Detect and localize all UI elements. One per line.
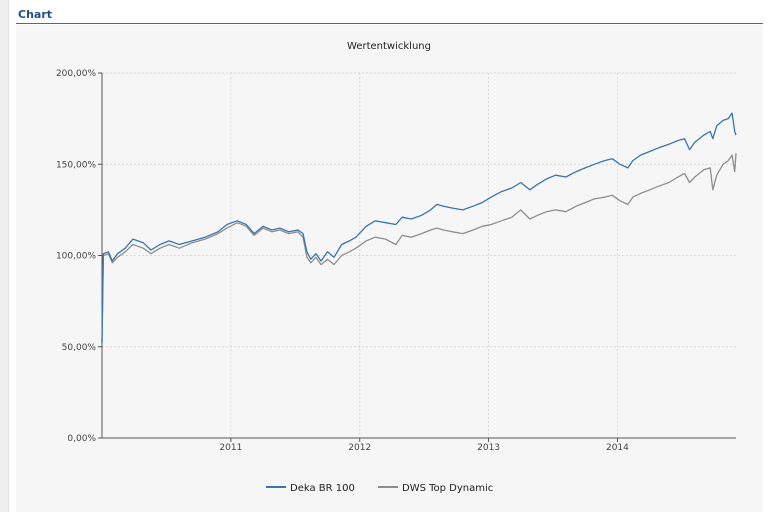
grid-lines bbox=[102, 72, 736, 438]
chart-panel: Wertentwicklung 0,00% 50,00% 100,00% 150,00… bbox=[16, 25, 763, 512]
y-tick-label: 50,00% bbox=[62, 343, 97, 353]
x-tick-label: 2011 bbox=[219, 443, 242, 453]
y-tick-label: 200,00% bbox=[56, 69, 96, 79]
chart-title: Wertentwicklung bbox=[347, 41, 431, 52]
x-tick-labels: 2011 2012 2013 2014 bbox=[219, 438, 629, 453]
y-tick-label: 100,00% bbox=[56, 252, 96, 262]
line-chart: Wertentwicklung 0,00% 50,00% 100,00% 150,00… bbox=[56, 41, 737, 494]
y-tick-labels: 0,00% 50,00% 100,00% 150,00% 200,00% bbox=[56, 69, 102, 444]
legend[interactable]: Deka BR 100 DWS Top Dynamic bbox=[266, 483, 493, 494]
x-tick-label: 2012 bbox=[348, 443, 371, 453]
series-lines bbox=[101, 112, 737, 344]
series-line-deka-br-100 bbox=[101, 112, 737, 344]
series-line-dws-top-dynamic bbox=[101, 153, 737, 344]
legend-label: Deka BR 100 bbox=[290, 483, 355, 494]
section-title: Chart bbox=[18, 8, 53, 21]
legend-label: DWS Top Dynamic bbox=[402, 483, 493, 494]
left-panel-edge bbox=[0, 0, 9, 512]
x-tick-label: 2013 bbox=[477, 443, 500, 453]
x-tick-label: 2014 bbox=[606, 443, 629, 453]
section-divider bbox=[16, 23, 763, 24]
y-tick-label: 0,00% bbox=[67, 434, 96, 444]
legend-item-dws-top-dynamic[interactable]: DWS Top Dynamic bbox=[378, 483, 493, 494]
legend-item-deka-br-100[interactable]: Deka BR 100 bbox=[266, 483, 355, 494]
y-tick-label: 150,00% bbox=[56, 160, 96, 170]
